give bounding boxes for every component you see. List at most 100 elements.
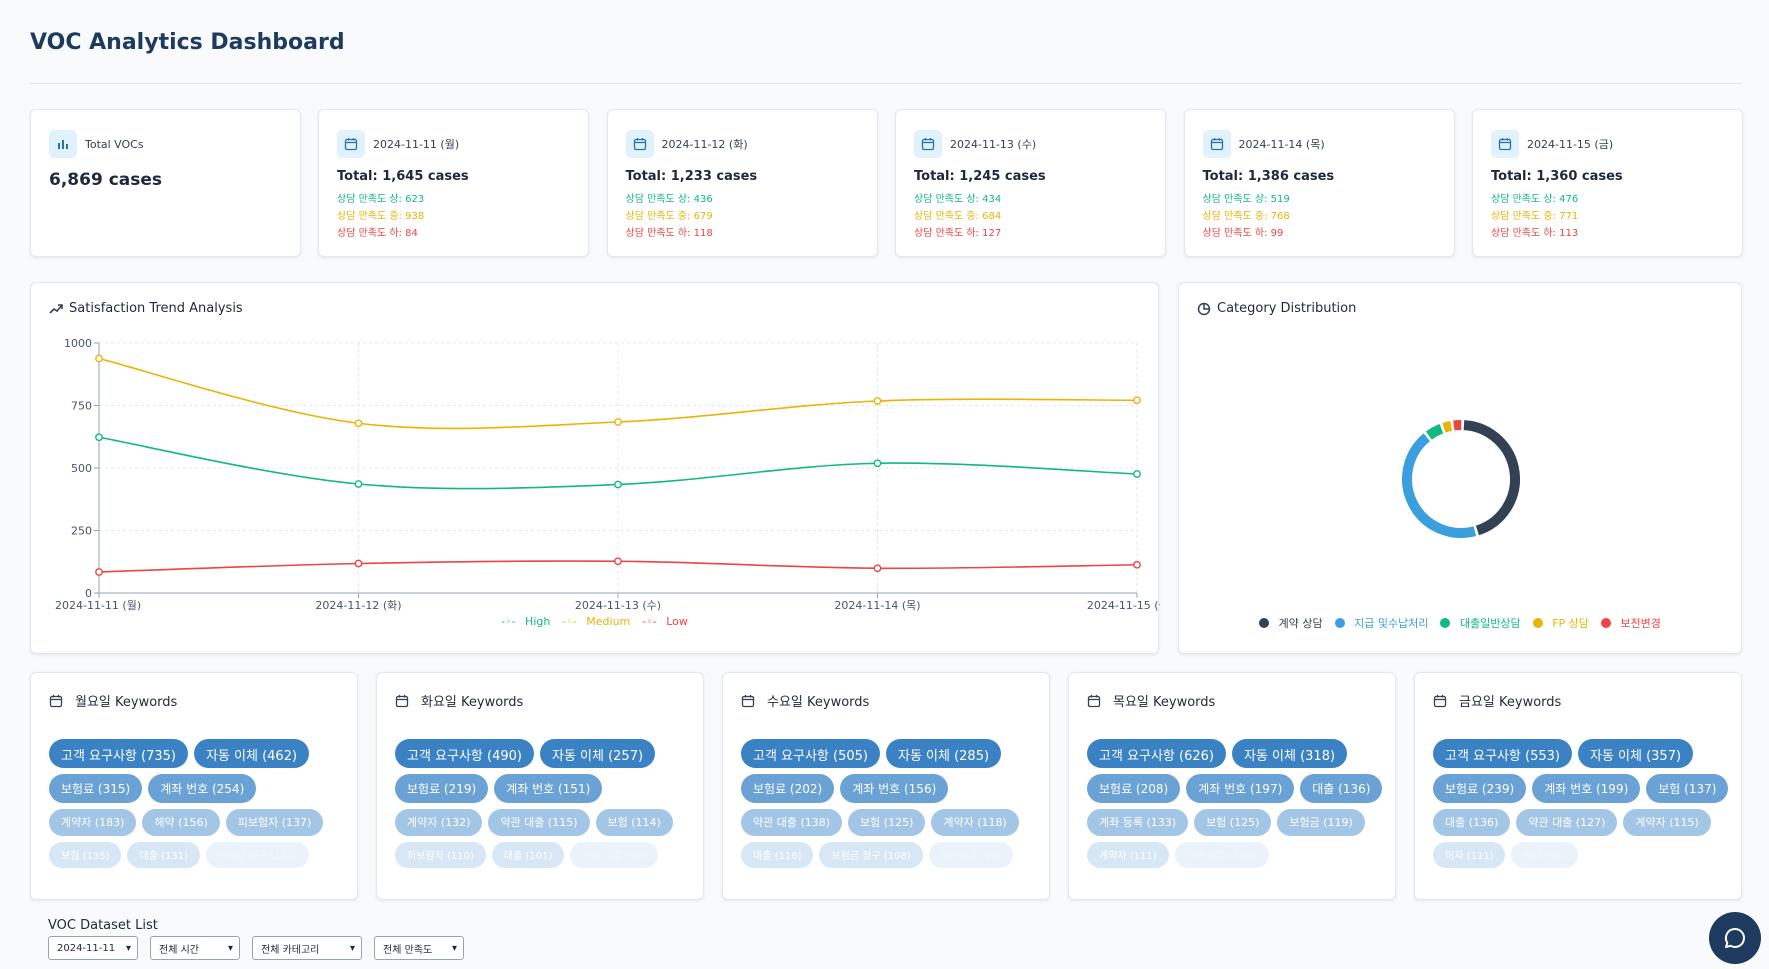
time-filter-select[interactable]: 전체 시간 ▾: [150, 936, 240, 960]
keyword-chip[interactable]: 계좌 번호 (156): [840, 774, 949, 803]
day-total: Total: 1,645 cases: [337, 169, 469, 184]
data-point-medium[interactable]: [873, 397, 882, 405]
data-point-medium[interactable]: [614, 418, 622, 426]
keyword-chip[interactable]: 대출 (116): [741, 842, 814, 868]
trend-chart-title: Satisfaction Trend Analysis: [69, 301, 243, 316]
legend-item-low[interactable]: -◦- Low: [639, 615, 691, 628]
donut-slice[interactable]: [1402, 433, 1477, 538]
data-point-low[interactable]: [873, 564, 882, 573]
y-tick-label: 1000: [64, 337, 92, 350]
keyword-chip[interactable]: 자동 이체 (357): [1577, 739, 1694, 768]
keyword-chip[interactable]: 약관 대출 (108): [1174, 842, 1269, 868]
keyword-chip[interactable]: 보험료 (239): [1433, 774, 1527, 803]
keyword-chip[interactable]: 고객 요구사항 (553): [1433, 739, 1572, 768]
day-high: 상담 만족도 상: 436: [625, 194, 713, 205]
keyword-chip[interactable]: 이자 (111): [1433, 842, 1506, 868]
total-vocs-card: Total VOCs 6,869 cases: [30, 109, 301, 257]
keyword-chip[interactable]: 보험 (135): [49, 842, 122, 868]
keyword-chip[interactable]: 계좌 번호 (197): [1186, 774, 1295, 803]
legend-label: FP 상담: [1552, 617, 1589, 630]
date-filter-value: 2024-11-11: [57, 942, 116, 954]
data-point-low[interactable]: [1133, 560, 1141, 569]
keyword-chip[interactable]: 대출 (131): [127, 842, 200, 868]
data-point-medium[interactable]: [1133, 396, 1141, 405]
keyword-chip[interactable]: 자동 이체 (462): [193, 739, 310, 768]
data-point-medium[interactable]: [354, 419, 363, 428]
data-point-high[interactable]: [614, 480, 622, 489]
data-point-medium[interactable]: [95, 354, 103, 363]
keyword-chip[interactable]: 약관 대출 (138): [741, 809, 843, 836]
chat-button[interactable]: [1709, 912, 1761, 964]
data-point-low[interactable]: [614, 557, 622, 566]
keyword-chip[interactable]: 신용 대출 (93): [570, 842, 659, 868]
keyword-chip[interactable]: 보험료 (208): [1087, 774, 1181, 803]
data-point-high[interactable]: [354, 480, 363, 488]
total-vocs-label: Total VOCs: [85, 137, 144, 151]
data-point-low[interactable]: [354, 559, 363, 568]
keyword-chip[interactable]: 자동 이체 (318): [1231, 739, 1348, 768]
legend-dot-icon: [1259, 618, 1270, 628]
keyword-chip[interactable]: 해약 (98): [1511, 842, 1578, 868]
keyword-chip[interactable]: 고객 요구사항 (490): [395, 739, 534, 768]
donut-slice[interactable]: [1425, 424, 1444, 440]
keyword-chip[interactable]: 고객 요구사항 (626): [1087, 739, 1226, 768]
legend-item[interactable]: 계약 상담: [1256, 617, 1325, 630]
keyword-chip[interactable]: 계약자 (118): [931, 809, 1019, 836]
data-point-low[interactable]: [95, 568, 103, 576]
keyword-chip[interactable]: 계약자 (115): [1623, 809, 1711, 836]
keyword-chip[interactable]: 보험금 청구 (124): [205, 842, 310, 868]
day-medium: 상담 만족도 중: 679: [625, 211, 713, 222]
trend-chart-card: Satisfaction Trend Analysis 0 250 500 750 10…: [30, 282, 1160, 654]
calendar-icon: [395, 694, 415, 708]
page-title: VOC Analytics Dashboard: [30, 30, 345, 55]
keyword-chip[interactable]: 대출 (101): [491, 842, 565, 868]
day-date: 2024-11-12 (화): [661, 138, 748, 151]
keyword-chip[interactable]: 보험료 (202): [741, 774, 835, 803]
keyword-chip[interactable]: 피보험자 (110): [395, 842, 486, 868]
keyword-chip[interactable]: 계약자 (111): [1087, 842, 1169, 868]
legend-item-high[interactable]: -◦- High: [498, 615, 553, 628]
keyword-chip[interactable]: 약관 대출 (115): [488, 809, 590, 836]
keyword-chip[interactable]: 보험 (125): [848, 809, 926, 836]
keyword-chip[interactable]: 보험 (114): [595, 809, 673, 836]
keyword-chip[interactable]: 계약자 (132): [395, 809, 483, 836]
data-point-high[interactable]: [1133, 470, 1141, 478]
legend-item[interactable]: FP 상담: [1530, 617, 1592, 630]
legend-item[interactable]: 보전변경: [1598, 617, 1664, 630]
data-point-high[interactable]: [95, 433, 103, 442]
y-tick-label: 500: [71, 462, 92, 475]
keyword-chip[interactable]: 자동 이체 (285): [885, 739, 1002, 768]
keyword-chip[interactable]: 대출 (136): [1433, 809, 1511, 836]
keyword-chip[interactable]: 계좌 번호 (199): [1532, 774, 1641, 803]
keyword-chip[interactable]: 대출 (136): [1300, 774, 1383, 803]
legend-item[interactable]: 지급 및수납처리: [1332, 617, 1432, 630]
category-filter-select[interactable]: 전체 카테고리 ▾: [252, 936, 362, 960]
keyword-chip[interactable]: 자동 이체 (257): [539, 739, 656, 768]
keyword-chip[interactable]: 피보험자 (137): [225, 809, 324, 836]
keyword-chip[interactable]: 계좌 번호 (254): [148, 774, 257, 803]
keyword-chip[interactable]: 고객 요구사항 (505): [741, 739, 880, 768]
donut-slice[interactable]: [1463, 420, 1520, 536]
legend-label: Low: [666, 615, 688, 628]
date-filter-select[interactable]: 2024-11-11 ▾: [48, 936, 138, 960]
keyword-chip[interactable]: 해약 (156): [142, 809, 220, 836]
calendar-icon: [625, 130, 654, 158]
keyword-chip[interactable]: 보험료 (315): [49, 774, 143, 803]
keyword-chip[interactable]: 보험료 (219): [395, 774, 489, 803]
satisfaction-filter-select[interactable]: 전체 만족도 ▾: [374, 936, 464, 960]
keyword-chip[interactable]: 보험금 청구 (108): [819, 842, 923, 868]
donut-slice[interactable]: [1442, 420, 1453, 433]
keyword-chip[interactable]: 계좌 등록 (133): [1087, 809, 1189, 836]
keyword-chip[interactable]: 고객 요구사항 (735): [49, 739, 188, 768]
keyword-chip[interactable]: 보험 (137): [1646, 774, 1729, 803]
keyword-chip[interactable]: 피보험자 (96): [928, 842, 1014, 868]
day-total: Total: 1,386 cases: [1202, 169, 1335, 184]
legend-item-medium[interactable]: -◦- Medium: [559, 615, 633, 628]
keyword-chip[interactable]: 보험 (125): [1194, 809, 1272, 836]
legend-item[interactable]: 대출일반상담: [1437, 617, 1523, 630]
data-point-high[interactable]: [873, 459, 882, 468]
keyword-chip[interactable]: 계좌 번호 (151): [494, 774, 603, 803]
keyword-chip[interactable]: 보험금 (119): [1277, 809, 1365, 836]
keyword-chip[interactable]: 약관 대출 (127): [1516, 809, 1618, 836]
keyword-chip[interactable]: 계약자 (183): [49, 809, 137, 836]
